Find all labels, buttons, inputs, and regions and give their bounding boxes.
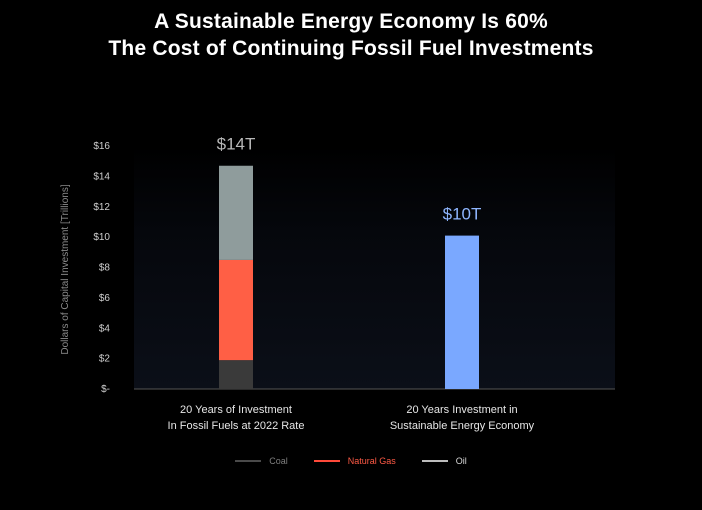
chart-title: A Sustainable Energy Economy Is 60% The …: [0, 8, 702, 62]
y-tick-label: $2: [99, 354, 111, 365]
bar-segment-sustainable: [445, 235, 479, 389]
legend-label: Coal: [269, 456, 288, 466]
bar-segment-coal: [219, 360, 253, 389]
legend-item-coal: Coal: [235, 456, 288, 466]
legend: Coal Natural Gas Oil: [0, 456, 702, 466]
category-label: 20 Years Investment in: [406, 404, 517, 416]
y-tick-label: $14: [93, 171, 110, 182]
legend-item-oil: Oil: [421, 456, 467, 466]
category-label: In Fossil Fuels at 2022 Rate: [168, 420, 305, 432]
legend-label: Natural Gas: [347, 456, 396, 466]
y-axis-label: Dollars of Capital Investment [Trillions…: [60, 184, 71, 354]
y-tick-label: $8: [99, 263, 111, 274]
legend-label: Oil: [455, 456, 467, 466]
bar-data-label: $14T: [217, 135, 256, 154]
bar-data-label: $10T: [443, 205, 482, 224]
bar-segment-oil: [219, 165, 253, 260]
chart-title-line1: A Sustainable Energy Economy Is 60%: [154, 10, 548, 33]
legend-swatch: [421, 460, 448, 462]
legend-swatch: [235, 460, 262, 462]
y-tick-label: $12: [93, 202, 110, 213]
legend-item-natural-gas: Natural Gas: [313, 456, 396, 466]
legend-swatch: [313, 460, 340, 462]
y-tick-label: $-: [101, 384, 110, 395]
plot-area: [134, 146, 615, 389]
y-tick-label: $16: [93, 141, 110, 152]
category-label: Sustainable Energy Economy: [390, 420, 535, 432]
category-label: 20 Years of Investment: [180, 404, 292, 416]
y-tick-label: $4: [99, 323, 111, 334]
bar-segment-natural-gas: [219, 259, 253, 361]
y-tick-label: $6: [99, 293, 111, 304]
y-tick-label: $10: [93, 232, 110, 243]
chart-title-line2: The Cost of Continuing Fossil Fuel Inves…: [108, 37, 594, 60]
